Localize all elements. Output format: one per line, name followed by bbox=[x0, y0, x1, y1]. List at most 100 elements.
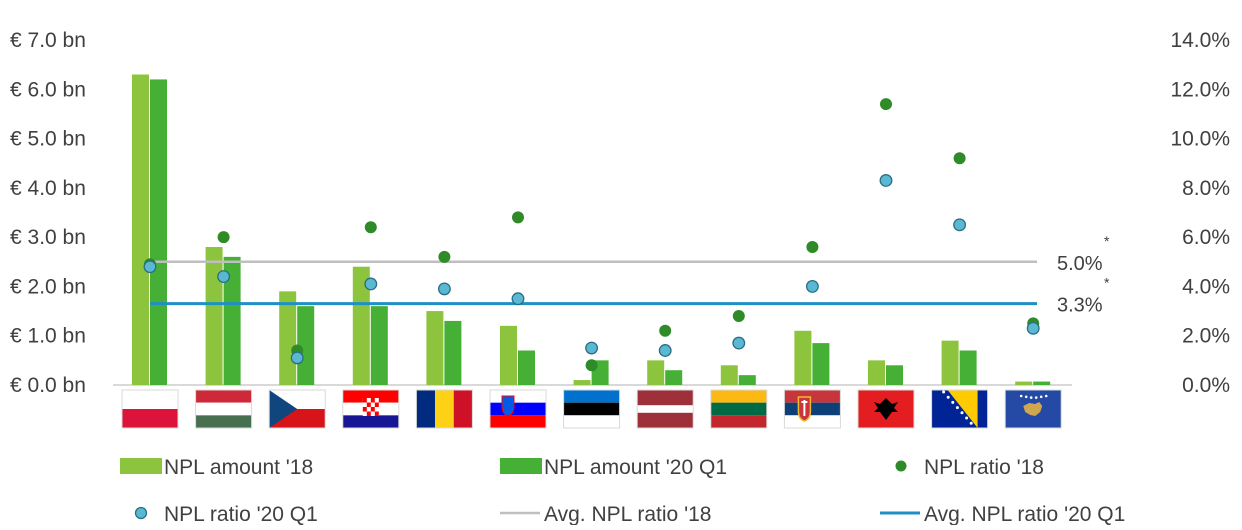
flag-czech-republic-icon bbox=[268, 389, 326, 429]
point-npl-ratio-20q1 bbox=[364, 277, 378, 291]
right-axis-tick-label: 4.0% bbox=[1182, 275, 1230, 298]
point-npl-ratio-20q1 bbox=[511, 292, 525, 306]
left-axis-tick-label: € 3.0 bn bbox=[10, 226, 86, 249]
point-npl-ratio-20q1 bbox=[290, 351, 304, 365]
bar-npl-amount-18 bbox=[500, 325, 517, 385]
bar-npl-amount-18 bbox=[1015, 381, 1033, 385]
flag-romania-icon bbox=[415, 389, 473, 429]
avg-line-marker: * bbox=[1104, 275, 1110, 291]
right-axis-ticks: 0.0% 2.0% 4.0% 6.0% 8.0% 10.0% 12.0% 14.0% bbox=[1170, 29, 1230, 397]
bar-npl-amount-20q1 bbox=[1033, 381, 1051, 385]
bar-npl-amount-20q1 bbox=[518, 350, 535, 385]
point-npl-ratio-20q1 bbox=[1026, 321, 1040, 335]
bar-npl-amount-20q1 bbox=[370, 306, 388, 385]
bar-npl-amount-20q1 bbox=[150, 79, 167, 385]
bars-layer bbox=[132, 74, 1051, 385]
point-npl-ratio-20q1 bbox=[217, 270, 231, 284]
legend-swatch bbox=[500, 458, 542, 474]
bar-npl-amount-20q1 bbox=[959, 350, 977, 385]
legend-label: NPL ratio '18 bbox=[924, 456, 1044, 479]
point-npl-ratio-18 bbox=[438, 250, 451, 263]
flag-poland-icon bbox=[121, 389, 179, 429]
legend-label: NPL amount '18 bbox=[164, 456, 313, 479]
avg-line-label: 3.3% bbox=[1057, 295, 1103, 317]
point-npl-ratio-18 bbox=[732, 310, 745, 322]
legend-item: NPL ratio '20 Q1 bbox=[134, 503, 318, 526]
right-axis-tick-label: 2.0% bbox=[1182, 325, 1230, 348]
legend-swatch bbox=[134, 506, 148, 520]
legend-label: Avg. NPL ratio '20 Q1 bbox=[924, 503, 1125, 525]
right-axis-tick-label: 6.0% bbox=[1182, 226, 1230, 249]
right-axis-tick-label: 14.0% bbox=[1170, 29, 1230, 52]
point-npl-ratio-20q1 bbox=[658, 344, 672, 357]
bar-npl-amount-20q1 bbox=[444, 320, 462, 385]
point-npl-ratio-18 bbox=[659, 324, 672, 337]
bar-npl-amount-20q1 bbox=[812, 343, 830, 385]
point-npl-ratio-18 bbox=[880, 98, 892, 111]
point-npl-ratio-18 bbox=[217, 231, 230, 244]
flag-slovenia-icon bbox=[489, 389, 547, 429]
flag-latvia-icon bbox=[636, 389, 694, 429]
legend-label: NPL ratio '20 Q1 bbox=[164, 503, 318, 525]
legend-swatch bbox=[895, 460, 907, 472]
legend-item: NPL amount '18 bbox=[120, 456, 313, 479]
flag-hungary-icon bbox=[195, 389, 253, 429]
bar-npl-amount-20q1 bbox=[223, 256, 241, 385]
left-axis-tick-label: € 0.0 bn bbox=[10, 374, 86, 397]
point-npl-ratio-20q1 bbox=[585, 341, 599, 355]
point-npl-ratio-18 bbox=[585, 359, 598, 372]
legend-label: NPL amount '20 Q1 bbox=[544, 456, 727, 479]
bar-npl-amount-18 bbox=[868, 360, 885, 385]
flag-lithuania-icon bbox=[710, 389, 768, 429]
avg-line-marker: * bbox=[1104, 233, 1110, 249]
point-npl-ratio-20q1 bbox=[953, 218, 967, 232]
left-axis-tick-label: € 7.0 bn bbox=[10, 29, 86, 52]
legend-item: Avg. NPL ratio '20 Q1 bbox=[880, 503, 1125, 526]
left-axis-ticks: € 0.0 bn € 1.0 bn € 2.0 bn € 3.0 bn € 4.0 bn… bbox=[10, 29, 86, 397]
bar-npl-amount-20q1 bbox=[297, 306, 315, 385]
point-npl-ratio-20q1 bbox=[732, 336, 746, 350]
bar-npl-amount-18 bbox=[647, 360, 665, 385]
average-lines-layer: 5.0%*3.3%* bbox=[150, 233, 1110, 317]
legend-item: Avg. NPL ratio '18 bbox=[500, 503, 711, 526]
bar-npl-amount-18 bbox=[352, 266, 370, 385]
flag-croatia-icon bbox=[342, 389, 400, 429]
flag-bosnia-and-herzegovina-icon bbox=[931, 389, 989, 429]
flag-kosovo-icon bbox=[1004, 389, 1062, 429]
point-npl-ratio-20q1 bbox=[143, 260, 157, 274]
point-npl-ratio-18 bbox=[806, 241, 819, 253]
point-npl-ratio-20q1 bbox=[805, 279, 819, 293]
points-layer bbox=[143, 98, 1040, 372]
legend-swatch bbox=[120, 458, 162, 474]
legend-item: NPL ratio '18 bbox=[895, 456, 1044, 479]
bar-npl-amount-20q1 bbox=[886, 365, 903, 385]
flag-estonia-icon bbox=[563, 389, 621, 429]
bar-npl-amount-18 bbox=[720, 365, 738, 385]
point-npl-ratio-18 bbox=[364, 221, 377, 234]
point-npl-ratio-18 bbox=[953, 152, 966, 165]
left-axis-tick-label: € 4.0 bn bbox=[10, 177, 86, 200]
left-axis-tick-label: € 1.0 bn bbox=[10, 325, 86, 348]
bar-npl-amount-18 bbox=[941, 340, 959, 385]
bar-npl-amount-18 bbox=[794, 330, 812, 385]
point-npl-ratio-20q1 bbox=[879, 174, 893, 187]
legend: NPL amount '18 NPL amount '20 Q1 NPL ratio… bbox=[120, 456, 1125, 526]
bar-npl-amount-18 bbox=[132, 74, 149, 385]
flag-albania-icon bbox=[857, 389, 915, 429]
avg-line-label: 5.0% bbox=[1057, 253, 1103, 275]
bar-npl-amount-18 bbox=[573, 380, 591, 385]
left-axis-tick-label: € 5.0 bn bbox=[10, 128, 86, 151]
bar-npl-amount-18 bbox=[426, 311, 444, 385]
point-npl-ratio-20q1 bbox=[437, 282, 451, 296]
right-axis-tick-label: 8.0% bbox=[1182, 177, 1230, 200]
left-axis-tick-label: € 6.0 bn bbox=[10, 78, 86, 101]
right-axis-tick-label: 12.0% bbox=[1170, 78, 1230, 101]
point-npl-ratio-18 bbox=[512, 211, 524, 224]
bar-npl-amount-20q1 bbox=[738, 375, 756, 385]
legend-label: Avg. NPL ratio '18 bbox=[544, 503, 711, 525]
left-axis-tick-label: € 2.0 bn bbox=[10, 275, 86, 298]
flag-serbia-icon bbox=[783, 389, 841, 429]
bar-npl-amount-18 bbox=[205, 247, 223, 385]
